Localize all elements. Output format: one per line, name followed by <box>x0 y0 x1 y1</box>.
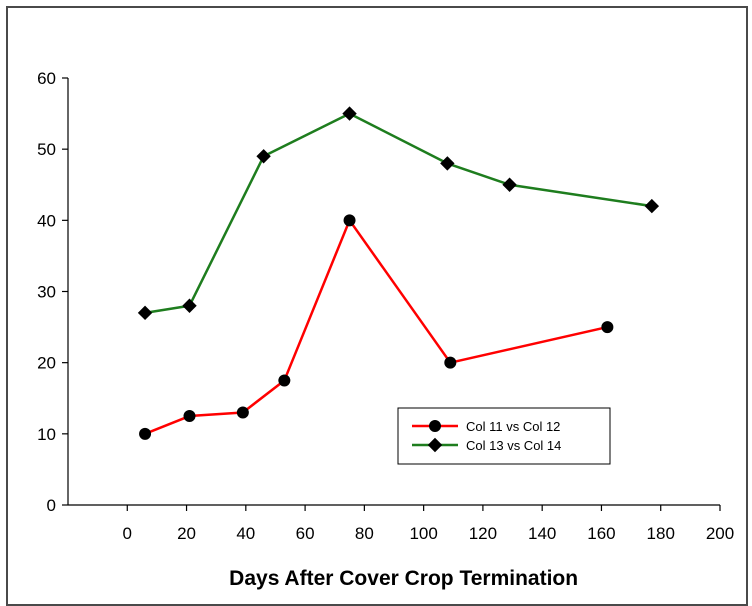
x-tick-label: 160 <box>587 524 615 543</box>
series-1 <box>139 214 614 440</box>
legend-label: Col 13 vs Col 14 <box>466 438 561 453</box>
data-point <box>644 198 660 214</box>
data-point <box>236 406 249 419</box>
legend-box <box>397 407 611 465</box>
y-tick-label: 20 <box>37 354 56 373</box>
y-tick-label: 30 <box>37 283 56 302</box>
legend-label: Col 11 vs Col 12 <box>466 419 560 434</box>
legend-item: Col 13 vs Col 14 <box>412 437 561 453</box>
y-tick-label: 40 <box>37 211 56 230</box>
data-point <box>342 106 357 121</box>
series-2 <box>137 106 660 321</box>
x-axis-title: Days After Cover Crop Termination <box>229 567 578 590</box>
data-point <box>444 356 457 369</box>
x-tick-label: 80 <box>355 524 374 543</box>
x-tick-label: 0 <box>123 524 132 543</box>
data-point <box>343 214 356 227</box>
y-tick-label: 0 <box>47 496 56 515</box>
data-point <box>278 374 291 387</box>
legend: Col 11 vs Col 12 Col 13 vs Col 14 <box>397 407 611 465</box>
chart-frame <box>6 6 748 606</box>
data-point <box>183 410 196 423</box>
y-tick-label: 60 <box>37 69 56 88</box>
y-tick-label: 50 <box>37 140 56 159</box>
series-layer <box>137 106 660 440</box>
y-tick-label: 10 <box>37 425 56 444</box>
data-point <box>256 149 271 164</box>
data-point <box>139 427 152 440</box>
x-tick-label: 120 <box>469 524 497 543</box>
legend-item: Col 11 vs Col 12 <box>412 419 560 434</box>
x-tick-label: 20 <box>177 524 196 543</box>
legend-marker <box>429 420 441 432</box>
data-point <box>502 177 517 192</box>
data-point <box>137 305 153 321</box>
axes: 0 10 20 30 40 50 60 0 20 40 60 80 100 120 140 160 180 200 <box>37 69 734 543</box>
x-tick-label: 180 <box>647 524 675 543</box>
legend-marker <box>427 437 443 453</box>
x-tick-label: 200 <box>706 524 734 543</box>
x-tick-label: 140 <box>528 524 556 543</box>
x-tick-label: 100 <box>409 524 437 543</box>
series-line <box>144 219 608 435</box>
data-point <box>440 156 455 171</box>
x-tick-label: 60 <box>296 524 315 543</box>
data-point <box>601 321 614 334</box>
data-point <box>182 298 197 313</box>
series-line <box>144 112 653 315</box>
x-tick-label: 40 <box>236 524 255 543</box>
